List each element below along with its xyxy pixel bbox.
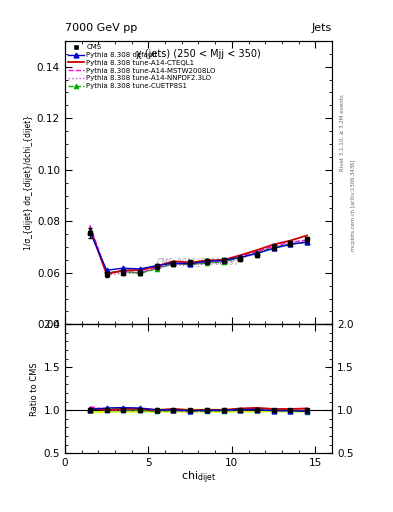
Y-axis label: 1/σ_{dijet} dσ_{dijet}/dchi_{dijet}: 1/σ_{dijet} dσ_{dijet}/dchi_{dijet}	[24, 115, 33, 250]
Text: CMS_2011_S8968497: CMS_2011_S8968497	[157, 258, 240, 266]
Text: Rivet 3.1.10, ≥ 3.2M events: Rivet 3.1.10, ≥ 3.2M events	[340, 95, 344, 172]
Legend: CMS, Pythia 8.308 default, Pythia 8.308 tune-A14-CTEQL1, Pythia 8.308 tune-A14-M: CMS, Pythia 8.308 default, Pythia 8.308 …	[67, 43, 217, 91]
Text: Jets: Jets	[312, 23, 332, 33]
X-axis label: chi$_{\mathrm{dijet}}$: chi$_{\mathrm{dijet}}$	[181, 470, 216, 486]
Text: mcplots.cern.ch [arXiv:1306.3436]: mcplots.cern.ch [arXiv:1306.3436]	[351, 159, 356, 250]
Y-axis label: Ratio to CMS: Ratio to CMS	[30, 362, 39, 416]
Text: 7000 GeV pp: 7000 GeV pp	[65, 23, 137, 33]
Text: χ (jets) (250 < Mjj < 350): χ (jets) (250 < Mjj < 350)	[136, 50, 261, 59]
